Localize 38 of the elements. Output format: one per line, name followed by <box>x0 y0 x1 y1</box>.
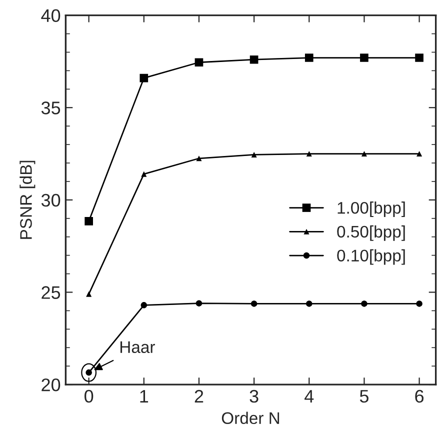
legend-label: 0.50[bpp] <box>337 225 405 241</box>
x-tick-label: 0 <box>84 390 94 403</box>
point <box>194 58 204 67</box>
y-tick-label: 20 <box>42 378 60 392</box>
y-tick-label: 30 <box>41 194 60 207</box>
x-axis-title: Order N <box>222 412 280 424</box>
point <box>416 300 422 307</box>
x-tick-label: 5 <box>360 390 368 403</box>
point <box>251 152 257 158</box>
point <box>304 54 314 62</box>
point <box>250 300 258 307</box>
point <box>361 300 368 307</box>
point <box>84 216 93 226</box>
x-tick-label: 2 <box>194 390 204 403</box>
point <box>140 74 148 82</box>
point <box>196 300 202 306</box>
y-tick-label: 35 <box>41 102 60 114</box>
point <box>86 291 92 297</box>
annotation: Haar <box>120 341 155 354</box>
point <box>361 150 367 157</box>
point <box>360 54 368 62</box>
point <box>141 171 147 177</box>
y-tick-label: 40 <box>41 9 60 22</box>
y-axis-title: PSNR [dB] <box>20 160 36 239</box>
y-tick-label: 25 <box>42 286 60 299</box>
point <box>306 150 312 157</box>
legend-label: 1.00[bpp] <box>338 202 405 218</box>
x-tick-label: 3 <box>250 390 258 403</box>
point <box>140 302 148 308</box>
x-tick-label: 6 <box>415 390 424 403</box>
legend-label: 0.10[bpp] <box>337 249 405 265</box>
point <box>196 156 202 162</box>
point <box>250 55 258 64</box>
point <box>415 54 424 62</box>
point <box>306 300 312 307</box>
x-tick-label: 4 <box>304 390 314 403</box>
x-tick-label: 1 <box>140 390 148 403</box>
point <box>416 150 422 157</box>
